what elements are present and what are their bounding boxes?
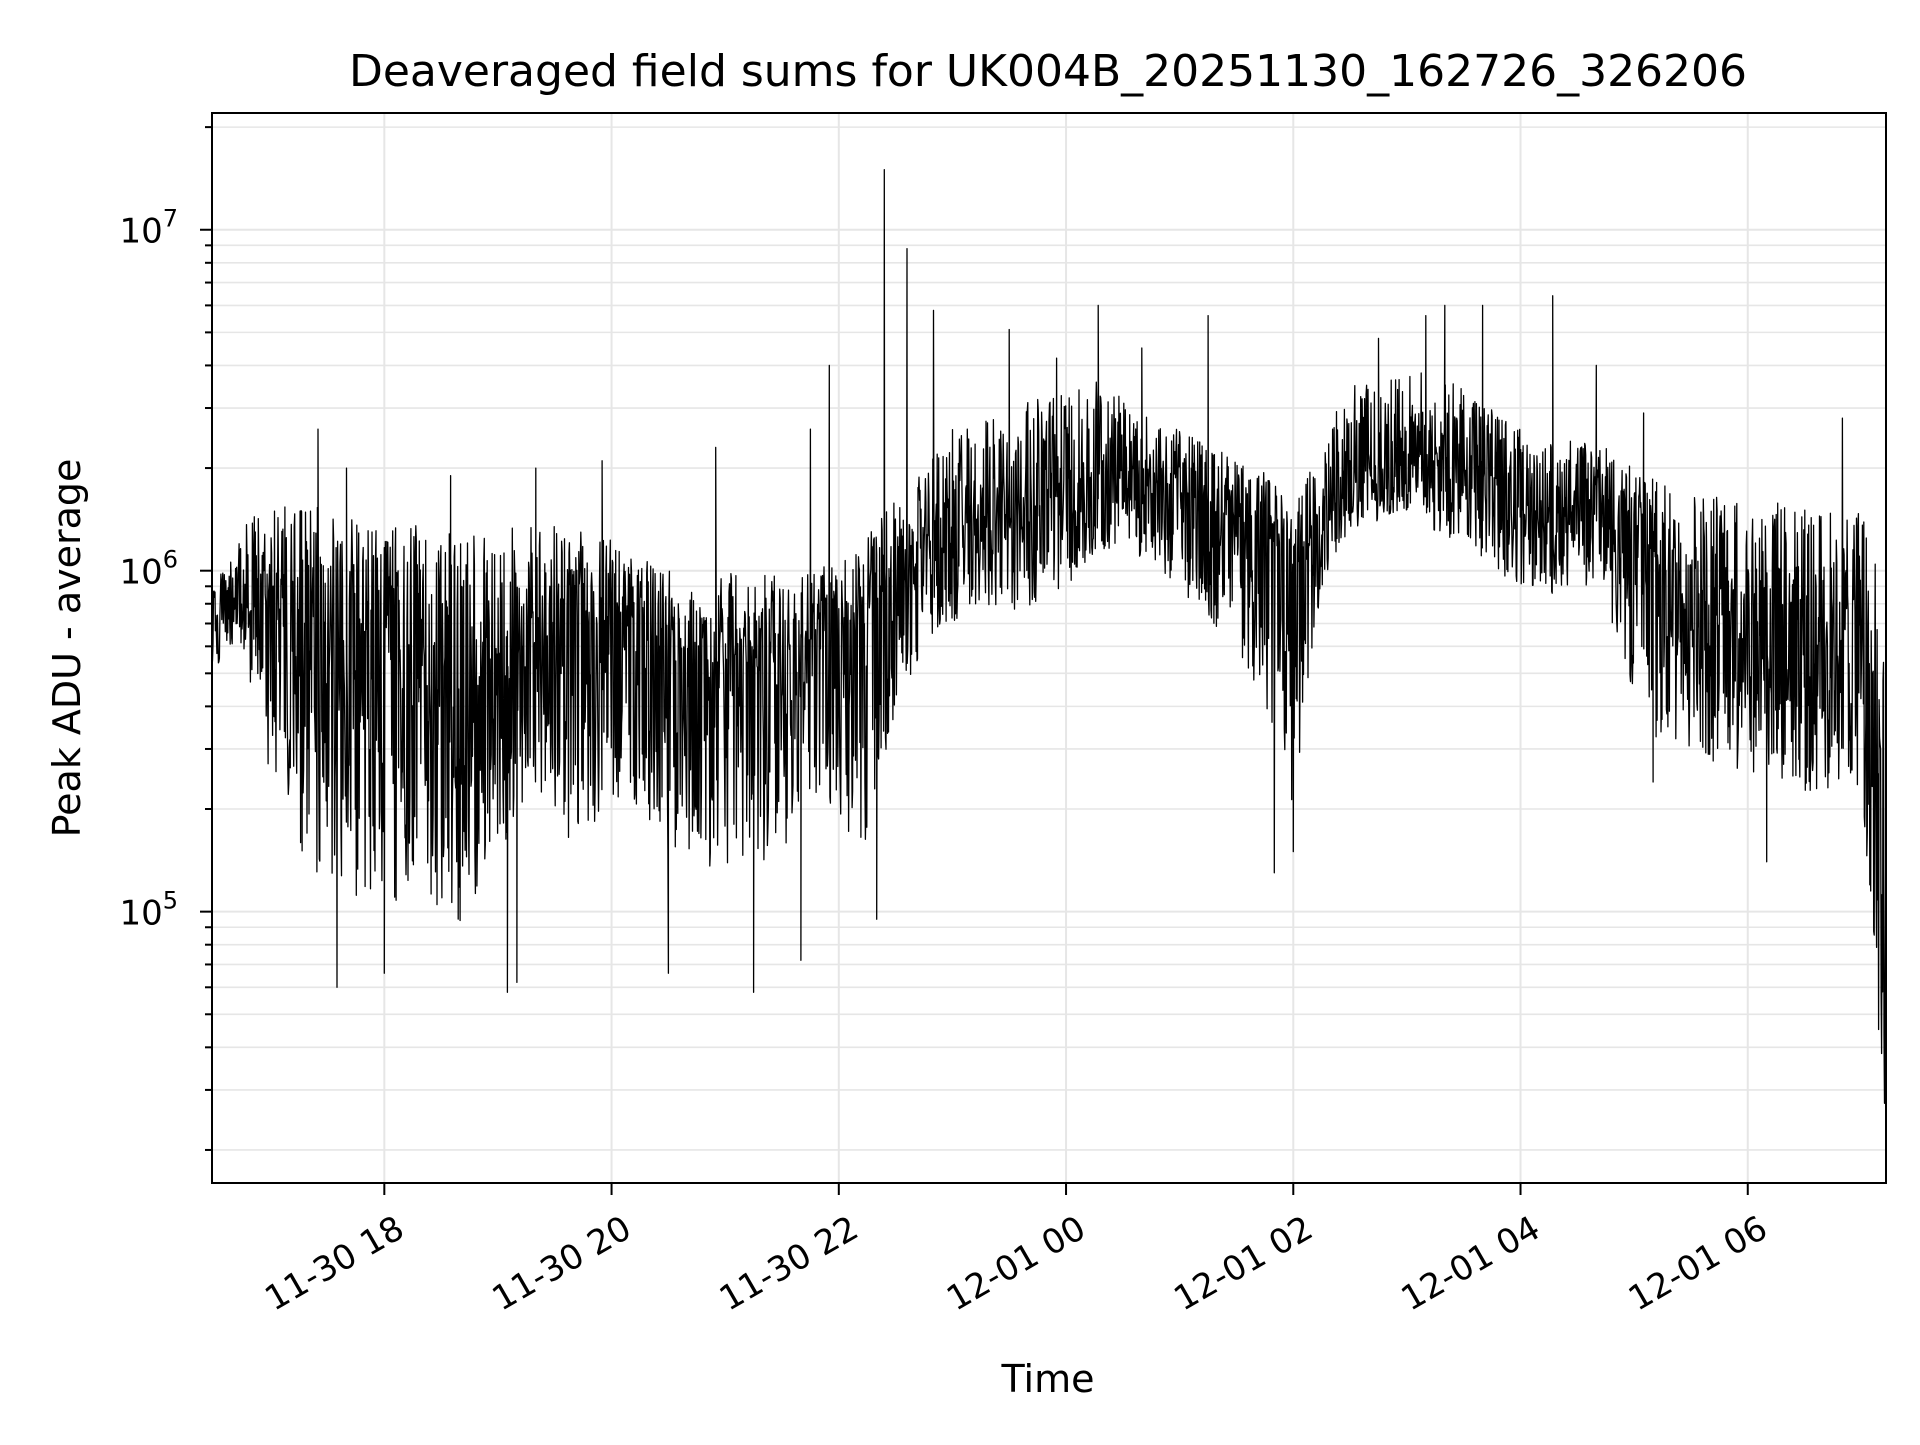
plot-frame (211, 112, 1887, 1184)
y-tick-label-exponent: 5 (163, 887, 178, 915)
y-tick-label-exponent: 7 (163, 205, 178, 233)
y-tick-label-base: 10 (119, 894, 162, 934)
y-tick-label: 106 (119, 546, 178, 593)
y-tick-label-base: 10 (119, 212, 162, 252)
y-tick-label-exponent: 6 (163, 546, 178, 574)
y-tick-label: 107 (119, 205, 178, 252)
y-tick-label: 105 (119, 887, 178, 934)
x-axis-label: Time (1001, 1357, 1095, 1401)
chart-title: Deaveraged field sums for UK004B_2025113… (349, 46, 1747, 97)
series-line (211, 169, 1887, 1136)
series-layer (211, 169, 1887, 1136)
y-tick-label-base: 10 (119, 553, 162, 593)
y-axis-label: Peak ADU - average (45, 459, 89, 838)
grid-lines (212, 113, 1886, 1183)
